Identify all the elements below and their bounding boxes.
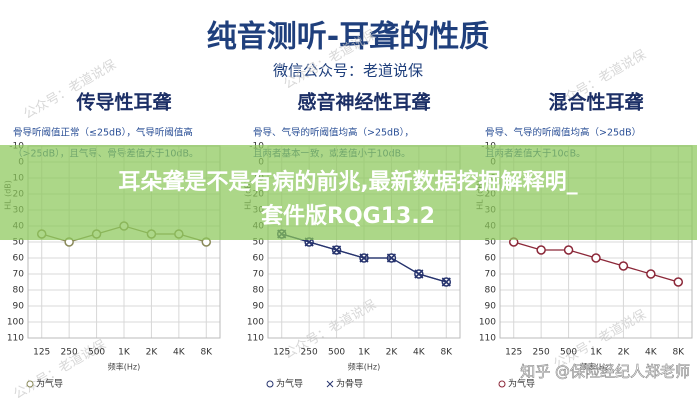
y-tick-label: 100 — [479, 318, 496, 328]
legend-label: 为气导 — [36, 378, 63, 390]
x-tick-label: 250 — [61, 348, 78, 358]
air-marker — [536, 245, 546, 255]
bone-marker — [359, 253, 369, 263]
y-tick-label: 90 — [13, 302, 25, 312]
panel-title: 混合性耳聋 — [548, 91, 643, 114]
x-tick-label: 2K — [618, 348, 631, 358]
panel-title: 传导性耳聋 — [75, 91, 171, 114]
y-tick-label: 70 — [485, 270, 497, 280]
y-tick-label: 100 — [247, 318, 264, 328]
banner-text: 套件版RQG13.2 — [261, 203, 435, 229]
legend-symbol — [326, 380, 334, 388]
x-tick-label: 4K — [645, 348, 658, 358]
legend-label: 为气导 — [276, 378, 303, 390]
y-tick-label: 60 — [253, 254, 265, 264]
legend-label: 为骨导 — [336, 378, 363, 390]
bone-marker — [414, 269, 424, 279]
y-tick-label: 110 — [7, 334, 24, 344]
x-tick-label: 500 — [328, 348, 345, 358]
legend-symbol — [498, 380, 506, 388]
title: 纯音测听-耳聋的性质 — [207, 20, 489, 55]
bone-marker — [332, 245, 342, 255]
y-tick-label: 90 — [485, 302, 497, 312]
legend-label: 为气导 — [508, 378, 535, 390]
y-tick-label: 50 — [253, 238, 265, 248]
x-tick-label: 250 — [533, 348, 550, 358]
panel-title: 感音神经性耳聋 — [297, 91, 430, 114]
y-tick-label: 60 — [485, 254, 497, 264]
x-tick-label: 8K — [672, 348, 685, 358]
legend-symbol — [266, 380, 274, 388]
x-tick-label: 125 — [33, 348, 50, 358]
x-tick-label: 2K — [146, 348, 159, 358]
y-tick-label: 70 — [253, 270, 265, 280]
x-tick-label: 500 — [88, 348, 105, 358]
banner-band — [0, 145, 697, 240]
x-tick-label: 125 — [273, 348, 290, 358]
y-tick-label: 50 — [485, 238, 497, 248]
footer-credit: 知乎 @保险经纪人郑老师 — [520, 363, 690, 381]
panel-note: 骨导、气导的听阈值均高（>25dB） — [485, 127, 641, 139]
x-tick-label: 8K — [200, 348, 213, 358]
x-tick-label: 1K — [358, 348, 371, 358]
x-tick-label: 125 — [505, 348, 522, 358]
x-tick-label: 500 — [560, 348, 577, 358]
x-tick-label: 8K — [440, 348, 453, 358]
air-marker — [618, 261, 629, 271]
air-marker — [563, 245, 574, 255]
subtitle: 微信公众号：老道说保 — [273, 62, 423, 80]
y-tick-label: 60 — [13, 254, 25, 264]
y-tick-label: 80 — [253, 286, 265, 296]
legend-symbol — [26, 380, 34, 388]
x-axis-label: 频率(Hz) — [348, 362, 380, 372]
air-marker — [646, 269, 656, 279]
air-marker — [673, 277, 684, 287]
x-axis-label: 频率(Hz) — [108, 362, 140, 372]
x-tick-label: 250 — [301, 348, 318, 358]
bone-marker — [386, 253, 396, 263]
x-axis-label: 频率(Hz) — [580, 362, 612, 372]
y-tick-label: 100 — [7, 318, 24, 328]
y-tick-label: 50 — [13, 238, 25, 248]
y-tick-label: 80 — [485, 286, 497, 296]
y-tick-label: 70 — [13, 270, 25, 280]
x-tick-label: 4K — [413, 348, 426, 358]
x-tick-label: 2K — [386, 348, 399, 358]
air-marker — [591, 253, 601, 263]
panel-note: 骨导听阈值正常（≤25dB），气导听阈值高 — [13, 127, 193, 139]
y-tick-label: 110 — [479, 334, 496, 344]
y-tick-label: 110 — [247, 334, 264, 344]
x-tick-label: 1K — [590, 348, 603, 358]
panel-note: 骨导、气导的听阈值均高（>25dB）， — [253, 127, 414, 139]
x-tick-label: 1K — [118, 348, 131, 358]
banner-text: 耳朵聋是不是有病的前兆,最新数据挖掘解释明_ — [118, 169, 577, 195]
x-tick-label: 4K — [173, 348, 186, 358]
y-tick-label: 80 — [13, 286, 25, 296]
bone-marker — [441, 277, 451, 287]
y-tick-label: 90 — [253, 302, 265, 312]
